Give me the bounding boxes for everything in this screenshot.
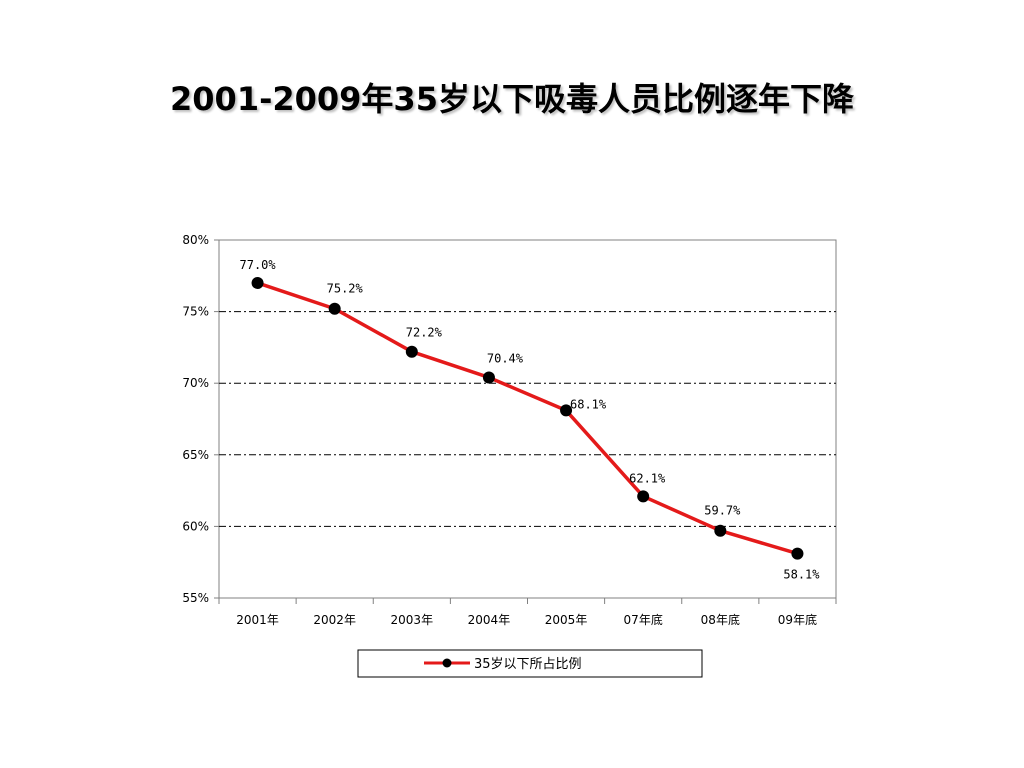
slide-title: 2001-2009年35岁以下吸毒人员比例逐年下降 (170, 80, 854, 118)
data-label: 59.7% (704, 504, 741, 518)
y-tick-label: 70% (182, 376, 209, 390)
gridlines (219, 311, 836, 527)
series-line (257, 281, 798, 556)
x-axis-ticks: 2001年 2002年 2003年 2004年 2005年 07年底 08年底 09年底 (218, 598, 837, 627)
series-layer (251, 276, 804, 560)
x-tick-label: 09年底 (778, 612, 817, 627)
y-tick-label: 80% (182, 233, 209, 247)
x-tick-label: 2001年 (236, 613, 279, 627)
data-labels: 77.0% 75.2% 72.2% 70.4% 68.1% 62.1% 59.7% 58.1% (240, 258, 821, 582)
data-label: 72.2% (406, 326, 443, 340)
x-tick-label: 2004年 (468, 613, 511, 627)
data-label: 68.1% (570, 397, 607, 411)
y-tick-label: 75% (182, 305, 209, 319)
x-tick-label: 2003年 (391, 613, 434, 627)
x-tick-label: 2002年 (313, 613, 356, 627)
data-label: 70.4% (487, 351, 524, 365)
y-tick-label: 60% (182, 519, 209, 533)
plot-area (218, 239, 837, 599)
x-tick-label: 07年底 (624, 612, 663, 627)
legend-entry-label: 35岁以下所占比例 (474, 657, 582, 672)
data-point (714, 524, 727, 537)
data-label: 58.1% (783, 568, 820, 582)
data-label: 62.1% (629, 471, 666, 485)
data-point (791, 547, 804, 560)
y-axis-ticks: 55% 60% 65% 70% 75% 80% (182, 233, 219, 605)
data-point (328, 302, 341, 315)
legend-marker-swatch (442, 658, 452, 668)
data-point (637, 490, 650, 503)
y-tick-label: 55% (182, 591, 209, 605)
data-point (560, 404, 573, 417)
legend: 35岁以下所占比例 (357, 649, 703, 678)
data-point (405, 345, 418, 358)
data-label: 77.0% (240, 258, 277, 272)
x-tick-label: 2005年 (545, 613, 588, 627)
data-point (482, 371, 495, 384)
x-tick-label: 08年底 (701, 612, 740, 627)
data-label: 75.2% (327, 282, 364, 296)
data-point (251, 276, 264, 289)
y-tick-label: 65% (182, 448, 209, 462)
legend-box (357, 649, 703, 678)
